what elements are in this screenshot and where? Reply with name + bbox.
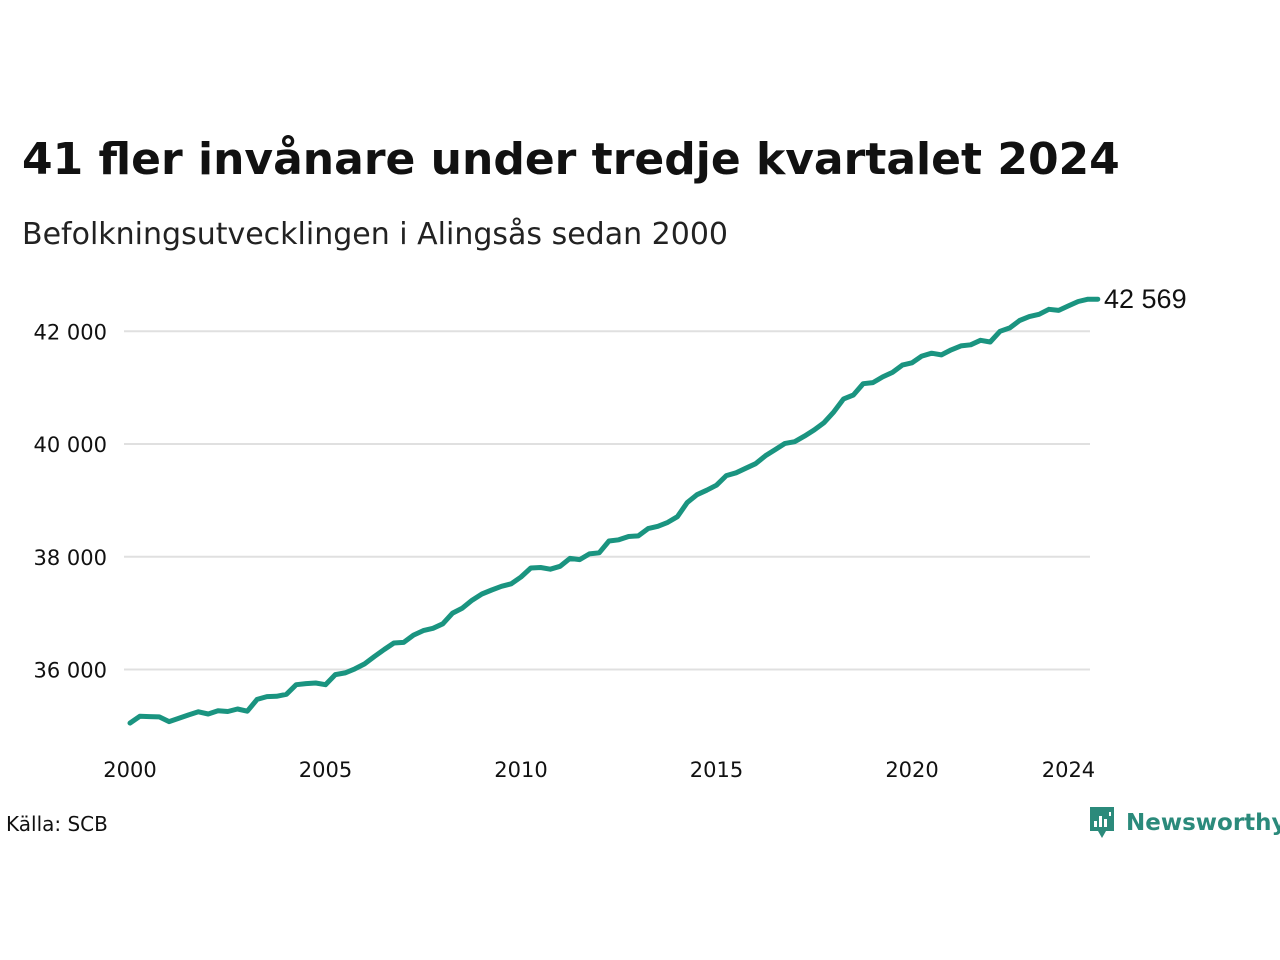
source-note: Källa: SCB bbox=[6, 812, 108, 836]
x-tick-label: 2010 bbox=[494, 758, 547, 782]
x-tick-label: 2020 bbox=[885, 758, 938, 782]
y-tick-label: 38 000 bbox=[34, 546, 107, 570]
newsworthy-logo-icon bbox=[1090, 807, 1114, 838]
chart-title: 41 fler invånare under tredje kvartalet … bbox=[22, 134, 1120, 185]
y-tick-label: 40 000 bbox=[34, 433, 107, 457]
end-value-label: 42 569 bbox=[1104, 284, 1187, 314]
y-tick-label: 42 000 bbox=[34, 320, 107, 344]
chart-subtitle: Befolkningsutvecklingen i Alingsås sedan… bbox=[22, 217, 728, 252]
newsworthy-logo[interactable]: Newsworthy bbox=[1088, 804, 1280, 842]
x-tick-label: 2024 bbox=[1042, 758, 1095, 782]
y-tick-label: 36 000 bbox=[34, 659, 107, 683]
series-line bbox=[127, 296, 1101, 726]
x-tick-label: 2005 bbox=[299, 758, 352, 782]
x-tick-label: 2000 bbox=[103, 758, 156, 782]
x-tick-label: 2015 bbox=[690, 758, 743, 782]
newsworthy-logo-text: Newsworthy bbox=[1126, 810, 1280, 836]
